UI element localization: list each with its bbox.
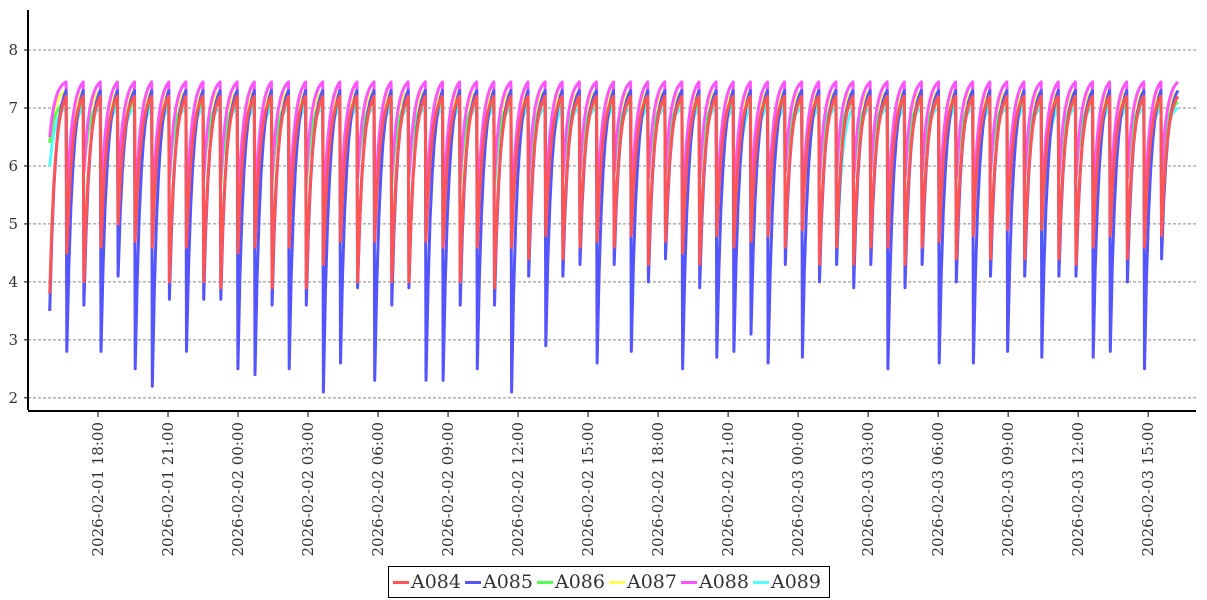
legend-label: A085 <box>483 571 533 593</box>
legend-item-A084: A084 <box>393 571 461 593</box>
series-lines <box>48 80 1180 394</box>
x-tick-label: 2026-02-02 18:00 <box>649 422 667 556</box>
x-tick-label: 2026-02-03 15:00 <box>1139 422 1157 556</box>
x-tick-label: 2026-02-02 12:00 <box>509 422 527 556</box>
x-tick-label: 2026-02-01 21:00 <box>159 422 177 556</box>
x-tick-label: 2026-02-01 18:00 <box>89 422 107 556</box>
y-tick-label: 4 <box>8 273 18 291</box>
x-tick-label: 2026-02-02 03:00 <box>299 422 317 556</box>
x-tick-label: 2026-02-02 06:00 <box>369 422 387 556</box>
y-ticks: 2 3 4 5 6 7 8 <box>8 41 28 407</box>
x-tick-label: 2026-02-03 00:00 <box>789 422 807 556</box>
legend-item-A087: A087 <box>609 571 677 593</box>
legend-label: A088 <box>699 571 749 593</box>
y-tick-label: 8 <box>8 41 18 59</box>
legend-item-A089: A089 <box>753 571 821 593</box>
x-tick-label: 2026-02-03 12:00 <box>1069 422 1087 556</box>
legend-swatch <box>393 580 409 584</box>
x-tick-label: 2026-02-03 06:00 <box>929 422 947 556</box>
x-ticks: 2026-02-01 18:00 2026-02-01 21:00 2026-02-… <box>89 411 1157 556</box>
legend-label: A087 <box>627 571 677 593</box>
legend-swatch <box>537 580 553 584</box>
x-tick-label: 2026-02-02 21:00 <box>719 422 737 556</box>
legend: A084 A085 A086 A087 A088 A089 <box>388 566 830 598</box>
legend-item-A088: A088 <box>681 571 749 593</box>
x-tick-label: 2026-02-02 09:00 <box>439 422 457 556</box>
legend-swatch <box>753 580 769 584</box>
legend-swatch <box>609 580 625 584</box>
y-tick-label: 3 <box>8 331 18 349</box>
legend-label: A084 <box>411 571 461 593</box>
series-line-A084 <box>48 94 1180 294</box>
legend-label: A089 <box>771 571 821 593</box>
legend-swatch <box>465 580 481 584</box>
x-tick-label: 2026-02-02 15:00 <box>579 422 597 556</box>
x-tick-label: 2026-02-03 03:00 <box>859 422 877 556</box>
legend-item-A085: A085 <box>465 571 533 593</box>
y-tick-label: 5 <box>8 215 18 233</box>
y-tick-label: 7 <box>8 99 18 117</box>
y-tick-label: 6 <box>8 157 18 175</box>
y-tick-label: 2 <box>8 389 18 407</box>
legend-swatch <box>681 580 697 584</box>
x-tick-label: 2026-02-03 09:00 <box>999 422 1017 556</box>
x-tick-label: 2026-02-02 00:00 <box>229 422 247 556</box>
legend-label: A086 <box>555 571 605 593</box>
legend-item-A086: A086 <box>537 571 605 593</box>
axes <box>27 10 1196 412</box>
